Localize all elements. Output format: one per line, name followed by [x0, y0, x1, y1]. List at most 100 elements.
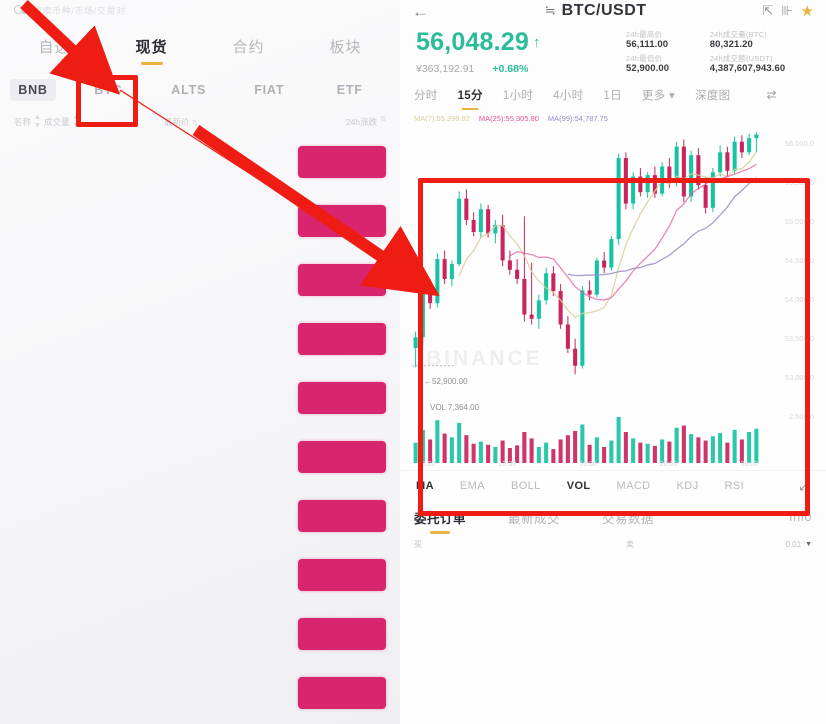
coin-change-badge[interactable]	[298, 145, 386, 178]
indicator-tabs: MA EMA BOLL VOL MACD KDJ RSI ⤢	[400, 470, 826, 500]
coin-row[interactable]	[0, 427, 400, 486]
column-volume-label: 成交量	[43, 117, 70, 127]
price-change-pct: +0.68%	[492, 63, 529, 75]
coin-row[interactable]	[0, 663, 400, 722]
coin-change-badge[interactable]	[298, 322, 386, 355]
coin-price-cell	[164, 336, 298, 341]
interval-more-dropdown[interactable]: 更多 ▾	[641, 90, 676, 102]
coin-row[interactable]	[0, 132, 400, 191]
tab-sectors[interactable]: 板块	[329, 39, 362, 56]
stat-label: 24h成交量(BTC)	[709, 30, 767, 39]
quote-asset-tabs: BNB BTC ALTS FIAT ETF	[0, 68, 400, 112]
sort-icon: ⇅	[380, 116, 386, 123]
favorite-star-icon[interactable]: ★	[800, 3, 814, 20]
indicator-macd[interactable]: MACD	[616, 479, 651, 492]
coin-change-badge[interactable]	[298, 558, 386, 591]
coin-identity	[14, 690, 164, 695]
coin-change-badge[interactable]	[298, 204, 386, 237]
chart-canvas[interactable]	[408, 125, 818, 470]
pair-title-wrap[interactable]: ≒ BTC/USDT	[437, 2, 754, 20]
binance-watermark: BINANCE	[426, 347, 543, 370]
indicator-kdj[interactable]: KDJ	[676, 479, 699, 492]
orderbook-row[interactable]	[400, 554, 826, 573]
coin-row[interactable]	[0, 250, 400, 309]
page-title: BTC/USDT	[561, 2, 647, 19]
coin-price-cell	[164, 631, 298, 636]
subtab-fiat[interactable]: FIAT	[254, 83, 285, 97]
column-price-label: 最新价	[164, 117, 190, 127]
coin-change-badge[interactable]	[298, 499, 386, 532]
subtab-etf[interactable]: ETF	[336, 83, 363, 97]
price-axis-tick: 56,000.0	[784, 139, 814, 148]
coin-identity	[14, 454, 164, 459]
coin-change-badge[interactable]	[298, 381, 386, 414]
interval-4h[interactable]: 4小时	[553, 90, 584, 102]
search-bar[interactable]: 搜索币种/市场/交易对	[0, 0, 400, 20]
coin-change-badge[interactable]	[298, 676, 386, 709]
share-icon[interactable]: ⇱	[762, 3, 774, 18]
orderbook-row[interactable]	[400, 592, 826, 611]
stat-24h-high: 24h最高价 56,111.00	[626, 30, 702, 52]
time-axis-tick: 20:00	[659, 461, 678, 468]
chart-settings-icon[interactable]: ⇄	[766, 88, 777, 102]
tab-trade-data[interactable]: 交易数据	[602, 511, 655, 526]
tab-futures[interactable]: 合约	[232, 39, 265, 56]
back-icon[interactable]: ←	[412, 1, 429, 21]
price-axis-tick: 54,500.0	[784, 256, 814, 265]
swap-pair-icon[interactable]: ≒	[544, 3, 556, 18]
indicator-ema[interactable]: EMA	[459, 479, 485, 492]
tab-info[interactable]: Info	[789, 510, 812, 524]
indicator-boll[interactable]: BOLL	[510, 479, 541, 492]
coin-identity	[14, 218, 164, 223]
tab-favorites[interactable]: 自选	[38, 39, 71, 56]
list-column-headers: 名称 ▲ ▼ 成交量 ▲ ▼ 最新价 ⇅ 24h涨跌 ⇅	[0, 112, 400, 132]
stat-value: 56,111.00	[626, 39, 669, 51]
coin-price-cell	[164, 218, 298, 223]
coin-identity	[14, 336, 164, 341]
price-summary: 56,048.29 ↑ ¥363,192.91 +0.68% 24h最高价 56…	[400, 22, 826, 81]
interval-1d[interactable]: 1日	[603, 90, 622, 102]
chart-type-icon[interactable]: ⊪	[781, 3, 793, 18]
orderbook-row[interactable]	[400, 611, 826, 630]
interval-15m[interactable]: 15分	[458, 87, 483, 103]
trading-pair-panel: ← ≒ BTC/USDT ⇱ ⊪ ★ 56,048.29 ↑ ¥363,192.…	[400, 0, 826, 724]
coin-row[interactable]	[0, 309, 400, 368]
coin-change-badge[interactable]	[298, 263, 386, 296]
coin-row[interactable]	[0, 486, 400, 545]
time-axis-tick: 12:00	[498, 461, 517, 468]
orderbook-row[interactable]	[400, 573, 826, 592]
price-axis-tick: 53,000.0	[784, 373, 814, 382]
sort-icon: ⇅	[191, 120, 198, 127]
column-price[interactable]: 最新价 ⇅	[164, 116, 290, 128]
indicator-vol[interactable]: VOL	[566, 479, 591, 492]
column-name-label: 名称	[14, 117, 32, 127]
tab-recent-trades[interactable]: 最新成交	[508, 511, 561, 526]
coin-identity	[14, 159, 164, 164]
indicator-rsi[interactable]: RSI	[724, 479, 745, 492]
coin-row[interactable]	[0, 604, 400, 663]
indicator-ma[interactable]: MA	[416, 479, 434, 492]
subtab-bnb[interactable]: BNB	[10, 79, 56, 101]
tab-open-orders[interactable]: 委托订单	[414, 508, 466, 527]
interval-timeline[interactable]: 分时	[414, 90, 438, 102]
expand-icon[interactable]: ⤢	[799, 477, 810, 493]
stat-value: 4,387,607,943.60	[709, 62, 786, 74]
coin-change-badge[interactable]	[298, 440, 386, 473]
column-name-volume[interactable]: 名称 ▲ ▼ 成交量 ▲ ▼	[14, 114, 164, 130]
subtab-btc[interactable]: BTC	[94, 83, 123, 97]
coin-row[interactable]	[0, 368, 400, 427]
price-axis-tick: 53,500.0	[784, 334, 814, 343]
market-category-tabs: 自选 现货 合约 板块	[0, 20, 400, 68]
interval-depth-chart[interactable]: 深度图	[695, 90, 731, 102]
coin-identity	[14, 395, 164, 400]
interval-1h[interactable]: 1小时	[502, 90, 534, 102]
coin-row[interactable]	[0, 191, 400, 250]
subtab-alts[interactable]: ALTS	[171, 83, 207, 97]
candlestick-chart[interactable]: BINANCE ←52,900.00 VOL 7,364.00 56,000.0…	[408, 125, 818, 470]
column-change-label: 24h涨跌	[345, 117, 378, 127]
tab-spot[interactable]: 现货	[103, 36, 200, 68]
precision-selector[interactable]: 0.01 ▼	[726, 540, 812, 549]
column-change[interactable]: 24h涨跌 ⇅	[290, 116, 386, 128]
coin-row[interactable]	[0, 545, 400, 604]
coin-change-badge[interactable]	[298, 617, 386, 650]
